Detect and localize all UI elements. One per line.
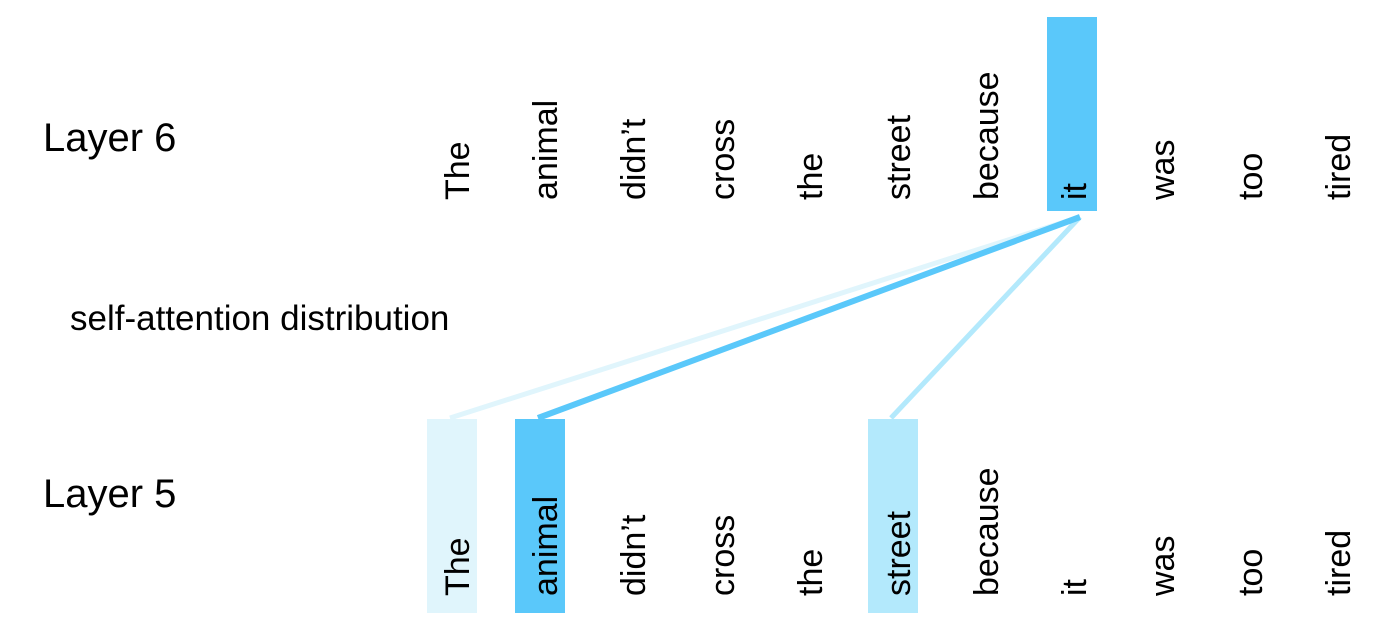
- layer-5-token: The: [439, 537, 477, 596]
- layer-6-token: it: [1056, 182, 1094, 200]
- layer-5-token: too: [1232, 549, 1270, 596]
- layer-6-tokens: The animal didn’t cross the street because it wa…: [439, 17, 1358, 211]
- layer-5-token: animal: [527, 496, 565, 596]
- layer-5-token-highlight: [515, 419, 565, 613]
- layer-6-label: Layer 6: [43, 116, 176, 160]
- attention-links: [449, 214, 1082, 421]
- layer-6-token: because: [968, 71, 1006, 200]
- layer-5-token: cross: [704, 515, 742, 596]
- attention-link-low: [449, 214, 1081, 421]
- layer-6-token: was: [1144, 140, 1182, 201]
- layer-5-tokens: The animal didn’t cross the street because it wa…: [427, 419, 1358, 613]
- layer-5-label: Layer 5: [43, 472, 176, 516]
- layer-6-token: street: [880, 114, 918, 200]
- layer-6-token: too: [1232, 153, 1270, 200]
- layer-5-token: it: [1056, 578, 1094, 596]
- self-attention-caption: self-attention distribution: [70, 299, 449, 338]
- layer-5-token: didn’t: [615, 514, 653, 596]
- layer-6-token: The: [439, 141, 477, 200]
- layer-6-token-highlight: [1047, 17, 1097, 211]
- layer-5-token: tired: [1320, 530, 1358, 596]
- layer-5-token: because: [968, 467, 1006, 596]
- layer-6-token: cross: [704, 119, 742, 200]
- layer-5-token-highlight: [427, 419, 477, 613]
- attention-link-high: [536, 214, 1082, 421]
- layer-6-token: animal: [527, 100, 565, 200]
- layer-5-token: was: [1144, 536, 1182, 597]
- layer-6-token: tired: [1320, 134, 1358, 200]
- layer-5-token: the: [792, 549, 830, 596]
- layer-5-token-highlight: [868, 419, 918, 613]
- layer-6-token: the: [792, 153, 830, 200]
- layer-5-token: street: [880, 510, 918, 596]
- layer-6-token: didn’t: [615, 118, 653, 200]
- attention-link-medium: [889, 215, 1082, 420]
